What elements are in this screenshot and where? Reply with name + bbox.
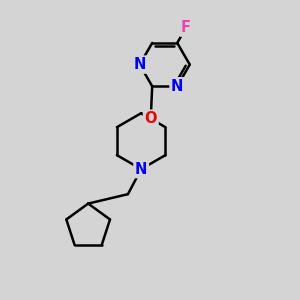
Text: N: N: [171, 79, 183, 94]
Text: F: F: [181, 20, 191, 35]
Text: N: N: [135, 162, 147, 177]
Text: O: O: [145, 111, 157, 126]
Text: N: N: [134, 57, 146, 72]
